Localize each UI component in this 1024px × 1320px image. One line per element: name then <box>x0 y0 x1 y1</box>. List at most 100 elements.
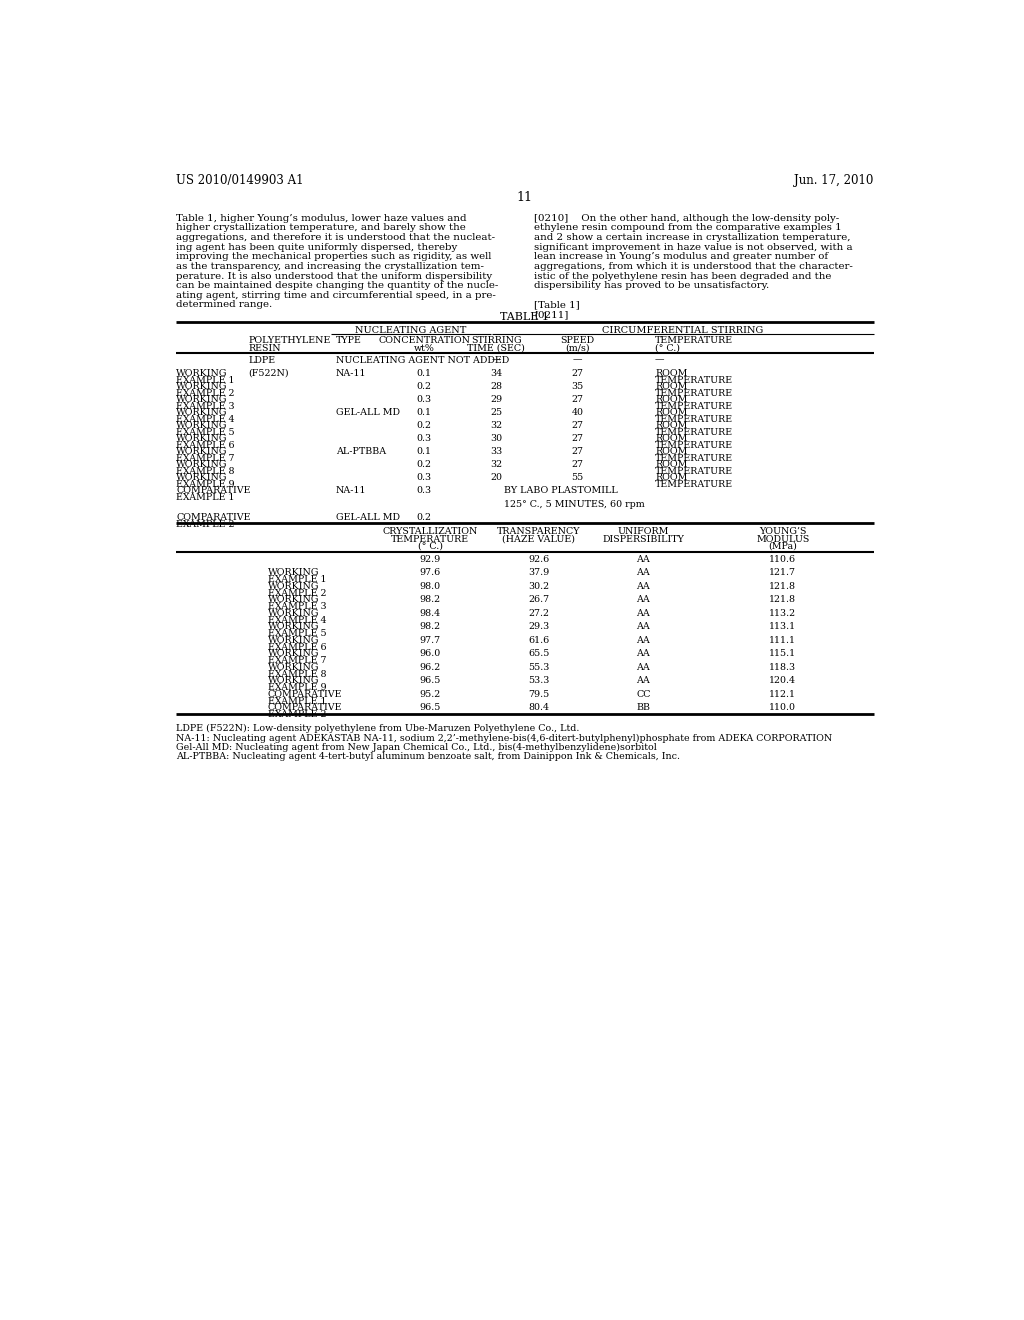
Text: TRANSPARENCY: TRANSPARENCY <box>497 527 581 536</box>
Text: [Table 1]: [Table 1] <box>535 301 580 309</box>
Text: 97.7: 97.7 <box>420 636 440 644</box>
Text: SPEED: SPEED <box>560 337 595 346</box>
Text: 110.0: 110.0 <box>769 704 797 713</box>
Text: aggregations, and therefore it is understood that the nucleat-: aggregations, and therefore it is unders… <box>176 234 496 242</box>
Text: TEMPERATURE: TEMPERATURE <box>655 388 733 397</box>
Text: Jun. 17, 2010: Jun. 17, 2010 <box>795 174 873 187</box>
Text: (F522N): (F522N) <box>248 368 289 378</box>
Text: [0211]: [0211] <box>535 310 568 319</box>
Text: TEMPERATURE: TEMPERATURE <box>655 441 733 450</box>
Text: CIRCUMFERENTIAL STIRRING: CIRCUMFERENTIAL STIRRING <box>602 326 764 335</box>
Text: [0210]    On the other hand, although the low-density poly-: [0210] On the other hand, although the l… <box>535 214 840 223</box>
Text: 0.3: 0.3 <box>417 395 431 404</box>
Text: 112.1: 112.1 <box>769 689 797 698</box>
Text: TEMPERATURE: TEMPERATURE <box>655 454 733 463</box>
Text: dispersibility has proved to be unsatisfactory.: dispersibility has proved to be unsatisf… <box>535 281 769 290</box>
Text: 55.3: 55.3 <box>528 663 550 672</box>
Text: NUCLEATING AGENT NOT ADDED: NUCLEATING AGENT NOT ADDED <box>336 355 509 364</box>
Text: LDPE: LDPE <box>248 355 275 364</box>
Text: 29.3: 29.3 <box>528 622 549 631</box>
Text: AA: AA <box>637 554 650 564</box>
Text: improving the mechanical properties such as rigidity, as well: improving the mechanical properties such… <box>176 252 492 261</box>
Text: 0.3: 0.3 <box>417 487 431 495</box>
Text: US 2010/0149903 A1: US 2010/0149903 A1 <box>176 174 303 187</box>
Text: 98.2: 98.2 <box>420 595 440 605</box>
Text: AA: AA <box>637 582 650 591</box>
Text: EXAMPLE 5: EXAMPLE 5 <box>267 630 326 639</box>
Text: 92.6: 92.6 <box>528 554 549 564</box>
Text: can be maintained despite changing the quantity of the nucle-: can be maintained despite changing the q… <box>176 281 499 290</box>
Text: ROOM: ROOM <box>655 368 687 378</box>
Text: 80.4: 80.4 <box>528 704 549 713</box>
Text: WORKING: WORKING <box>267 622 319 631</box>
Text: ROOM: ROOM <box>655 447 687 457</box>
Text: 33: 33 <box>490 447 502 457</box>
Text: EXAMPLE 1: EXAMPLE 1 <box>267 697 326 706</box>
Text: 27: 27 <box>571 395 584 404</box>
Text: EXAMPLE 4: EXAMPLE 4 <box>267 615 326 624</box>
Text: 96.2: 96.2 <box>420 663 441 672</box>
Text: TEMPERATURE: TEMPERATURE <box>655 467 733 477</box>
Text: 65.5: 65.5 <box>528 649 550 659</box>
Text: AL-PTBBA: Nucleating agent 4-tert-butyl aluminum benzoate salt, from Dainippon I: AL-PTBBA: Nucleating agent 4-tert-butyl … <box>176 752 680 762</box>
Text: 113.2: 113.2 <box>769 609 797 618</box>
Text: WORKING: WORKING <box>267 663 319 672</box>
Text: Gel-All MD: Nucleating agent from New Japan Chemical Co., Ltd., bis(4-methylbenz: Gel-All MD: Nucleating agent from New Ja… <box>176 743 657 752</box>
Text: AA: AA <box>637 636 650 644</box>
Text: 27.2: 27.2 <box>528 609 549 618</box>
Text: GEL-ALL MD: GEL-ALL MD <box>336 512 399 521</box>
Text: 27: 27 <box>571 434 584 444</box>
Text: WORKING: WORKING <box>176 381 227 391</box>
Text: EXAMPLE 2: EXAMPLE 2 <box>176 388 234 397</box>
Text: 20: 20 <box>490 474 502 482</box>
Text: 32: 32 <box>490 421 502 430</box>
Text: ROOM: ROOM <box>655 474 687 482</box>
Text: 26.7: 26.7 <box>528 595 549 605</box>
Text: NUCLEATING AGENT: NUCLEATING AGENT <box>355 326 467 335</box>
Text: EXAMPLE 6: EXAMPLE 6 <box>267 643 326 652</box>
Text: EXAMPLE 2: EXAMPLE 2 <box>267 589 326 598</box>
Text: 121.8: 121.8 <box>769 595 797 605</box>
Text: 96.5: 96.5 <box>420 676 441 685</box>
Text: perature. It is also understood that the uniform dispersibility: perature. It is also understood that the… <box>176 272 493 281</box>
Text: lean increase in Young’s modulus and greater number of: lean increase in Young’s modulus and gre… <box>535 252 828 261</box>
Text: 0.2: 0.2 <box>417 381 431 391</box>
Text: CRYSTALLIZATION: CRYSTALLIZATION <box>383 527 478 536</box>
Text: EXAMPLE 4: EXAMPLE 4 <box>176 414 234 424</box>
Text: 0.2: 0.2 <box>417 512 431 521</box>
Text: ROOM: ROOM <box>655 381 687 391</box>
Text: EXAMPLE 5: EXAMPLE 5 <box>176 428 234 437</box>
Text: WORKING: WORKING <box>176 421 227 430</box>
Text: WORKING: WORKING <box>267 676 319 685</box>
Text: 35: 35 <box>571 381 584 391</box>
Text: EXAMPLE 6: EXAMPLE 6 <box>176 441 234 450</box>
Text: ROOM: ROOM <box>655 421 687 430</box>
Text: RESIN: RESIN <box>248 343 281 352</box>
Text: NA-11: NA-11 <box>336 487 367 495</box>
Text: 113.1: 113.1 <box>769 622 797 631</box>
Text: 61.6: 61.6 <box>528 636 549 644</box>
Text: 27: 27 <box>571 368 584 378</box>
Text: 0.2: 0.2 <box>417 421 431 430</box>
Text: 25: 25 <box>490 408 502 417</box>
Text: 37.9: 37.9 <box>528 569 549 577</box>
Text: (HAZE VALUE): (HAZE VALUE) <box>502 535 575 544</box>
Text: determined range.: determined range. <box>176 301 272 309</box>
Text: 11: 11 <box>517 191 532 203</box>
Text: EXAMPLE 2: EXAMPLE 2 <box>176 520 234 528</box>
Text: EXAMPLE 7: EXAMPLE 7 <box>176 454 234 463</box>
Text: EXAMPLE 9: EXAMPLE 9 <box>267 684 326 692</box>
Text: 120.4: 120.4 <box>769 676 797 685</box>
Text: 34: 34 <box>490 368 502 378</box>
Text: WORKING: WORKING <box>267 595 319 605</box>
Text: (MPa): (MPa) <box>768 543 798 550</box>
Text: WORKING: WORKING <box>176 447 227 457</box>
Text: STIRRING: STIRRING <box>471 337 521 346</box>
Text: 98.4: 98.4 <box>420 609 440 618</box>
Text: 0.3: 0.3 <box>417 434 431 444</box>
Text: NA-11: NA-11 <box>336 368 367 378</box>
Text: 96.5: 96.5 <box>420 704 441 713</box>
Text: wt%: wt% <box>414 343 434 352</box>
Text: TEMPERATURE: TEMPERATURE <box>655 337 733 346</box>
Text: CONCENTRATION: CONCENTRATION <box>378 337 470 346</box>
